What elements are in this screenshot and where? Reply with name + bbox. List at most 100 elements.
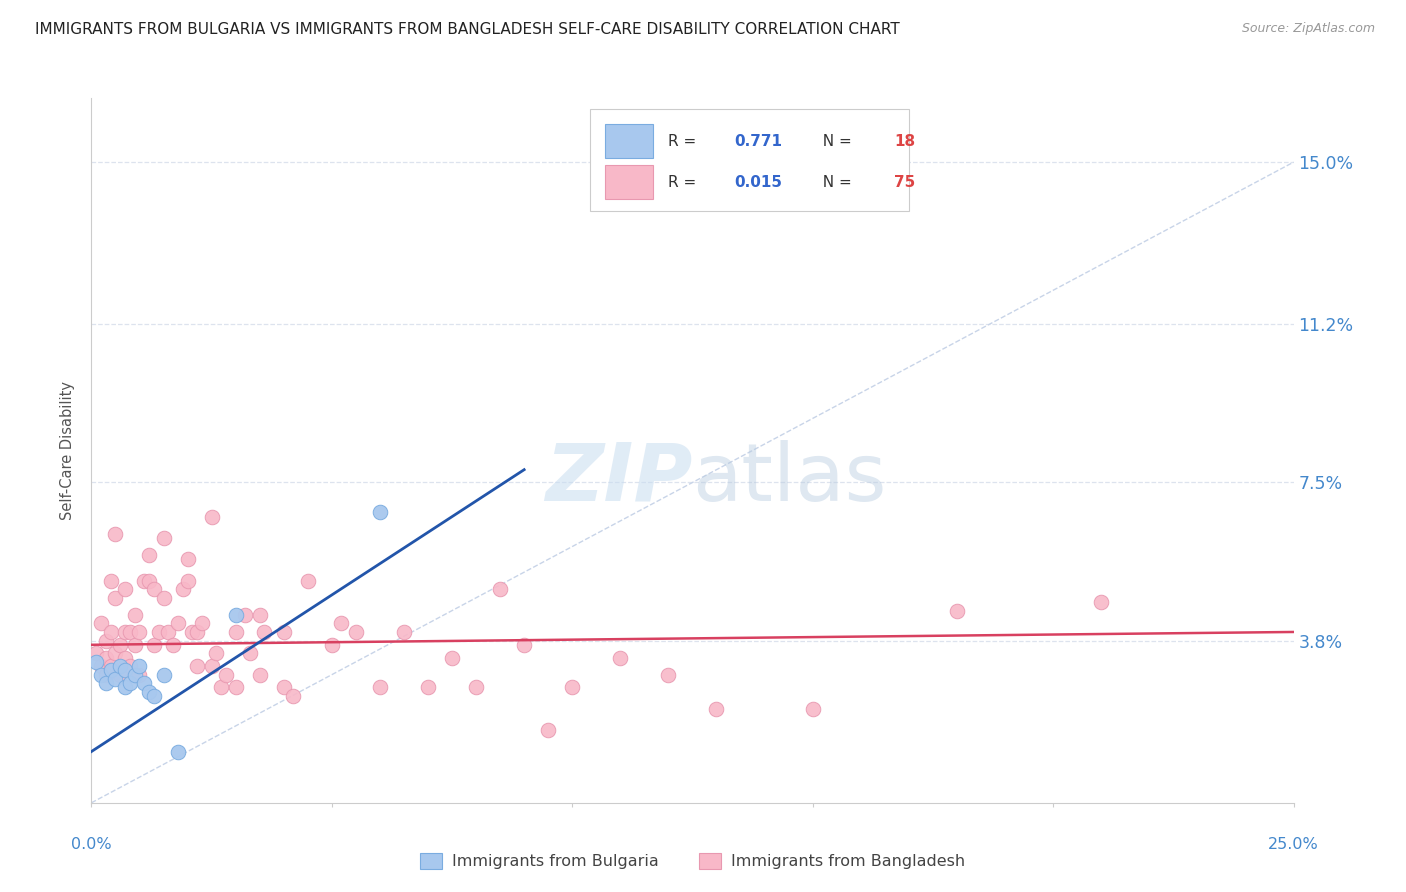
Point [465, 681, 488, 695]
Point [110, 659, 132, 673]
Point [321, 638, 343, 652]
Point [134, 574, 156, 588]
Point [205, 646, 228, 660]
Point [225, 607, 247, 622]
Point [609, 650, 631, 665]
Point [181, 624, 204, 639]
Point [416, 681, 439, 695]
Point [138, 685, 160, 699]
Point [392, 624, 415, 639]
Point [142, 582, 165, 597]
Point [706, 702, 728, 716]
Point [657, 667, 679, 681]
Point [104, 672, 127, 686]
Text: ZIP: ZIP [546, 440, 692, 517]
Point [152, 591, 174, 605]
Point [201, 659, 224, 673]
Point [186, 659, 208, 673]
Point [114, 681, 136, 695]
Point [157, 624, 180, 639]
Point [176, 552, 198, 566]
Point [90, 667, 112, 681]
Point [104, 526, 127, 541]
Point [249, 607, 271, 622]
Point [233, 607, 256, 622]
Point [142, 638, 165, 652]
Point [84, 646, 107, 660]
Point [225, 681, 247, 695]
Point [176, 574, 198, 588]
Point [1090, 595, 1112, 609]
Point [110, 638, 132, 652]
Point [124, 667, 146, 681]
Point [273, 624, 295, 639]
Point [94, 676, 117, 690]
Point [148, 624, 170, 639]
Point [209, 681, 232, 695]
Point [561, 681, 583, 695]
Point [167, 616, 190, 631]
Point [513, 638, 536, 652]
Text: Source: ZipAtlas.com: Source: ZipAtlas.com [1241, 22, 1375, 36]
Point [118, 676, 141, 690]
Point [249, 667, 271, 681]
Point [124, 607, 146, 622]
Point [100, 624, 122, 639]
Point [946, 604, 969, 618]
Point [297, 574, 319, 588]
FancyBboxPatch shape [605, 165, 652, 199]
Point [90, 616, 112, 631]
Point [94, 650, 117, 665]
Point [142, 689, 165, 703]
Point [114, 664, 136, 678]
Text: N =: N = [813, 134, 856, 149]
Point [84, 655, 107, 669]
Point [134, 676, 156, 690]
Point [128, 667, 150, 681]
Point [138, 574, 160, 588]
Point [440, 650, 463, 665]
Point [110, 667, 132, 681]
Point [124, 638, 146, 652]
FancyBboxPatch shape [591, 109, 908, 211]
Point [162, 638, 184, 652]
Point [239, 646, 262, 660]
Point [118, 659, 141, 673]
Point [273, 681, 295, 695]
Point [253, 624, 276, 639]
Point [100, 574, 122, 588]
Legend: Immigrants from Bulgaria, Immigrants from Bangladesh: Immigrants from Bulgaria, Immigrants fro… [413, 847, 972, 876]
Point [489, 582, 512, 597]
Point [100, 664, 122, 678]
Point [114, 582, 136, 597]
Point [186, 624, 208, 639]
Point [152, 531, 174, 545]
Point [801, 702, 824, 716]
Point [104, 591, 127, 605]
Point [368, 681, 391, 695]
Text: 0.0%: 0.0% [72, 837, 111, 852]
Text: 75: 75 [894, 175, 915, 190]
Point [128, 624, 150, 639]
Point [118, 624, 141, 639]
Text: R =: R = [668, 134, 702, 149]
Point [330, 616, 353, 631]
Point [90, 659, 112, 673]
Point [100, 659, 122, 673]
Text: N =: N = [813, 175, 856, 190]
Text: R =: R = [668, 175, 702, 190]
Point [201, 509, 224, 524]
Point [215, 667, 238, 681]
Point [225, 624, 247, 639]
Text: 18: 18 [894, 134, 915, 149]
Point [114, 624, 136, 639]
Point [94, 633, 117, 648]
Y-axis label: Self-Care Disability: Self-Care Disability [60, 381, 76, 520]
Point [172, 582, 194, 597]
Point [537, 723, 560, 738]
Point [114, 650, 136, 665]
Text: IMMIGRANTS FROM BULGARIA VS IMMIGRANTS FROM BANGLADESH SELF-CARE DISABILITY CORR: IMMIGRANTS FROM BULGARIA VS IMMIGRANTS F… [35, 22, 900, 37]
Point [152, 667, 174, 681]
Point [104, 646, 127, 660]
Point [128, 659, 150, 673]
